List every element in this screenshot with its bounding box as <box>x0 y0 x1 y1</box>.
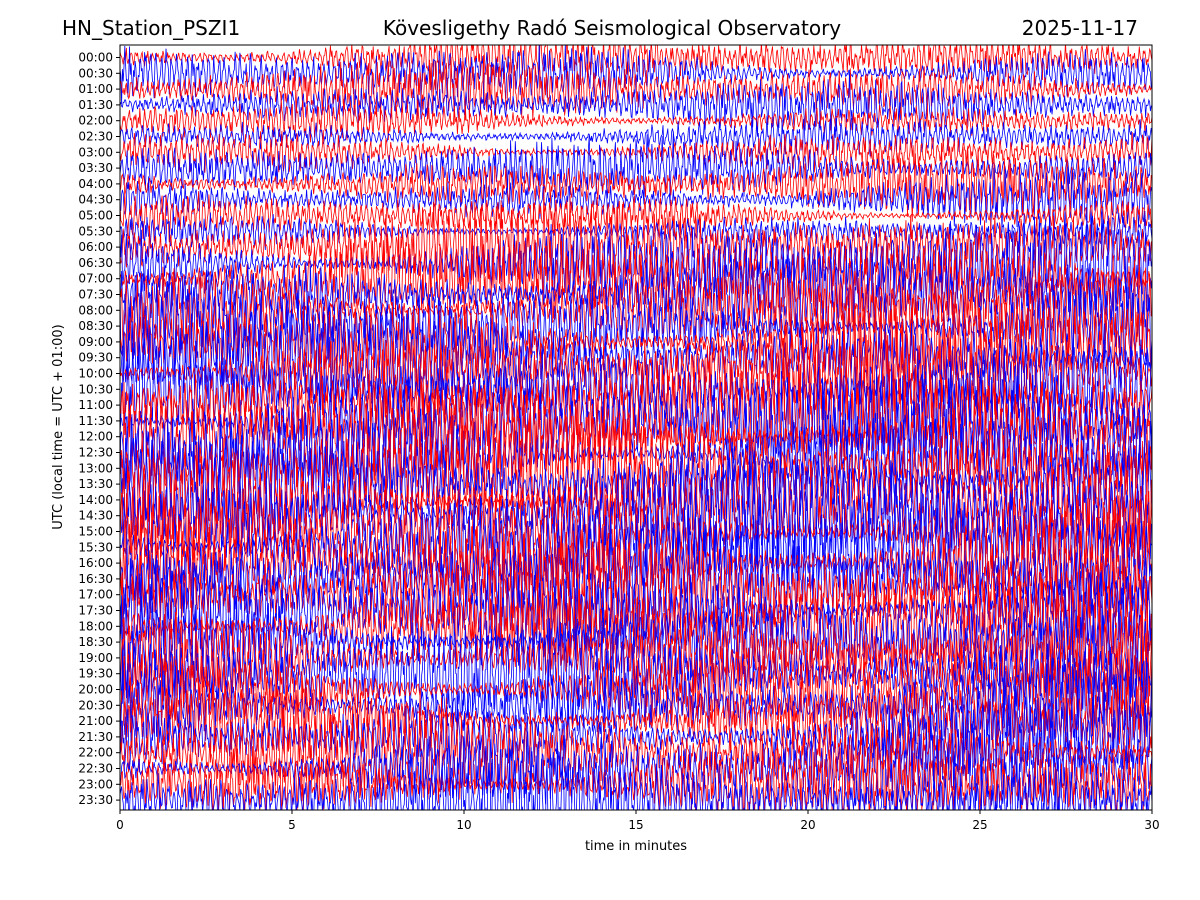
seismic-trace-00:00 <box>120 45 1152 86</box>
date-title: 2025-11-17 <box>1021 16 1138 40</box>
y-tick-label: 01:00 <box>78 82 113 96</box>
x-axis-ticks: 0 5 10 15 20 25 30 <box>116 810 1160 832</box>
station-title: HN_Station_PSZI1 <box>62 16 241 40</box>
y-tick-label: 23:30 <box>78 793 113 807</box>
y-tick-label: 13:00 <box>78 461 113 475</box>
y-tick-label: 16:30 <box>78 572 113 586</box>
seismic-trace-04:00 <box>120 142 1152 222</box>
y-tick-label: 07:00 <box>78 272 113 286</box>
y-tick-label: 05:30 <box>78 224 113 238</box>
y-tick-label: 01:30 <box>78 98 113 112</box>
y-tick-label: 02:00 <box>78 114 113 128</box>
seismic-trace-03:00 <box>120 129 1152 173</box>
seismic-trace-02:00 <box>120 99 1152 143</box>
y-tick-label: 17:30 <box>78 604 113 618</box>
seismic-trace-23:00 <box>120 738 1152 810</box>
seismic-trace-05:00 <box>120 191 1152 243</box>
y-tick-label: 10:30 <box>78 382 113 396</box>
seismic-trace-22:00 <box>120 691 1152 807</box>
seismic-trace-00:30 <box>120 45 1152 105</box>
y-tick-label: 17:00 <box>78 588 113 602</box>
y-tick-label: 15:00 <box>78 525 113 539</box>
y-tick-label: 23:00 <box>78 777 113 791</box>
seismic-trace-23:30 <box>120 741 1152 810</box>
seismic-trace-06:30 <box>120 203 1152 317</box>
observatory-title: Kövesligethy Radó Seismological Observat… <box>382 16 842 40</box>
y-tick-label: 09:30 <box>78 351 113 365</box>
y-tick-label: 12:00 <box>78 430 113 444</box>
x-tick-label: 10 <box>456 818 471 832</box>
y-tick-label: 20:00 <box>78 683 113 697</box>
x-tick-label: 15 <box>628 818 643 832</box>
y-tick-label: 20:30 <box>78 698 113 712</box>
seismic-trace-01:30 <box>120 71 1152 137</box>
y-axis-label: UTC (local time = UTC + 01:00) <box>51 324 66 529</box>
y-tick-label: 22:00 <box>78 746 113 760</box>
y-tick-label: 19:00 <box>78 651 113 665</box>
y-tick-label: 03:30 <box>78 161 113 175</box>
y-tick-label: 05:00 <box>78 209 113 223</box>
y-tick-label: 09:00 <box>78 335 113 349</box>
x-tick-label: 25 <box>972 818 987 832</box>
y-tick-label: 16:00 <box>78 556 113 570</box>
y-tick-label: 11:30 <box>78 414 113 428</box>
y-tick-label: 14:30 <box>78 509 113 523</box>
y-tick-label: 08:30 <box>78 319 113 333</box>
x-tick-label: 30 <box>1144 818 1159 832</box>
seismic-trace-21:00 <box>120 675 1152 763</box>
y-tick-label: 08:00 <box>78 303 113 317</box>
seismic-traces <box>120 45 1152 810</box>
y-tick-label: 07:30 <box>78 288 113 302</box>
y-tick-label: 04:30 <box>78 193 113 207</box>
y-tick-label: 04:00 <box>78 177 113 191</box>
y-tick-label: 19:30 <box>78 667 113 681</box>
seismic-trace-12:30 <box>120 395 1152 512</box>
y-tick-label: 22:30 <box>78 762 113 776</box>
seismic-trace-10:00 <box>120 302 1152 433</box>
seismic-trace-19:30 <box>120 617 1152 739</box>
seismic-trace-16:00 <box>120 497 1152 627</box>
y-tick-label: 21:30 <box>78 730 113 744</box>
y-tick-label: 02:30 <box>78 130 113 144</box>
y-tick-label: 11:00 <box>78 398 113 412</box>
x-tick-label: 5 <box>288 818 296 832</box>
seismic-trace-12:00 <box>120 377 1152 499</box>
seismic-trace-20:30 <box>120 643 1152 765</box>
y-tick-label: 00:30 <box>78 66 113 80</box>
y-tick-label: 13:30 <box>78 477 113 491</box>
y-tick-label: 18:30 <box>78 635 113 649</box>
y-tick-label: 03:00 <box>78 145 113 159</box>
y-tick-label: 18:00 <box>78 619 113 633</box>
y-tick-label: 10:00 <box>78 367 113 381</box>
y-tick-label: 06:00 <box>78 240 113 254</box>
seismic-trace-03:30 <box>120 131 1152 204</box>
y-tick-label: 21:00 <box>78 714 113 728</box>
y-tick-label: 00:00 <box>78 51 113 65</box>
y-tick-label: 14:00 <box>78 493 113 507</box>
y-tick-label: 06:30 <box>78 256 113 270</box>
x-tick-label: 20 <box>800 818 815 832</box>
x-tick-label: 0 <box>116 818 124 832</box>
seismic-trace-14:00 <box>120 429 1152 571</box>
x-axis-label: time in minutes <box>585 839 687 854</box>
y-tick-label: 15:30 <box>78 540 113 554</box>
seismic-trace-21:30 <box>120 687 1152 788</box>
y-tick-label: 12:30 <box>78 446 113 460</box>
seismic-trace-02:30 <box>120 115 1152 157</box>
